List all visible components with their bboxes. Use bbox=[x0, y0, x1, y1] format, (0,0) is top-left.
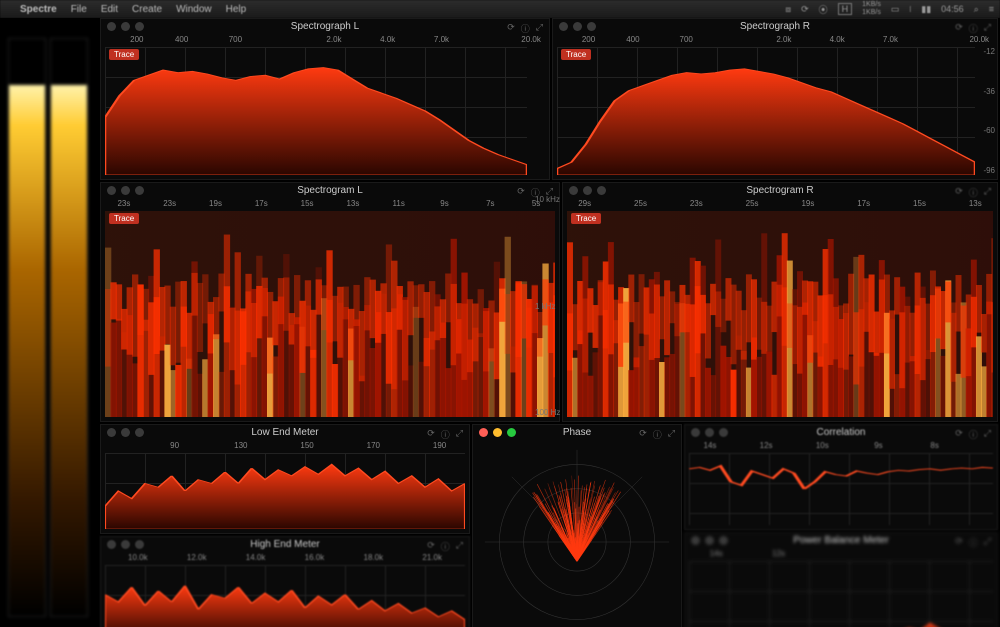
window-controls[interactable]: ⟳ ⓘ ⤢ bbox=[507, 22, 543, 35]
menu-create[interactable]: Create bbox=[132, 4, 162, 15]
axis-x: 90130150170190 bbox=[101, 441, 469, 453]
window-traffic-lights[interactable] bbox=[691, 536, 728, 545]
app-name[interactable]: Spectre bbox=[20, 4, 57, 15]
spectrogram-waterfall bbox=[567, 211, 993, 417]
spectrum-trace bbox=[105, 453, 465, 529]
plot-area[interactable] bbox=[557, 47, 975, 175]
menu-window[interactable]: Window bbox=[176, 4, 212, 15]
window-traffic-lights[interactable] bbox=[479, 428, 516, 437]
clock: 04:56 bbox=[941, 4, 964, 14]
panel-power-balance: Power Balance Meter ⟳ⓘ⤢ 14s12s bbox=[684, 532, 998, 627]
spectrogram-canvas[interactable] bbox=[105, 211, 555, 417]
window-traffic-lights[interactable] bbox=[569, 186, 606, 195]
window-controls[interactable]: ⟳ⓘ⤢ bbox=[427, 428, 463, 441]
panel-high-end-meter: High End Meter ⟳ⓘ⤢ 10.0k12.0k14.0k16.0k1… bbox=[100, 536, 470, 627]
axis-y: -12-36-60-96 bbox=[977, 47, 995, 175]
trace-badge[interactable]: Trace bbox=[109, 213, 139, 224]
window-controls[interactable]: ⟳ⓘ⤢ bbox=[955, 22, 991, 35]
spectrogram-canvas[interactable] bbox=[567, 211, 993, 417]
axis-x: 14s12s10s9s8s bbox=[685, 441, 997, 453]
window-controls[interactable]: ⟳ⓘ⤢ bbox=[955, 186, 991, 199]
wifi-icon[interactable]: ⧙ bbox=[909, 4, 911, 15]
panel-title: Spectrogram L bbox=[297, 185, 363, 196]
phase-scope bbox=[477, 445, 677, 627]
info-icon[interactable]: ⓘ bbox=[521, 22, 530, 35]
status-letter[interactable]: H bbox=[838, 3, 853, 15]
sync-icon[interactable]: ⟳ bbox=[801, 4, 809, 15]
panel-title: Spectrogram R bbox=[746, 185, 813, 196]
window-controls[interactable]: ⟳ⓘ⤢ bbox=[955, 428, 991, 441]
panel-title: Power Balance Meter bbox=[793, 535, 889, 546]
meter-right bbox=[50, 38, 88, 617]
panel-title: Correlation bbox=[817, 427, 866, 438]
window-controls[interactable]: ⟳ⓘ⤢ bbox=[639, 428, 675, 441]
expand-icon[interactable]: ⤢ bbox=[536, 22, 543, 35]
axis-x: 14s12s bbox=[685, 549, 997, 561]
window-traffic-lights[interactable] bbox=[107, 186, 144, 195]
camera-icon[interactable]: ⦿ bbox=[819, 3, 828, 16]
meter-left bbox=[8, 38, 46, 617]
airplay-icon[interactable]: ▭ bbox=[891, 4, 900, 15]
level-meters bbox=[8, 38, 88, 617]
refresh-icon[interactable]: ⟳ bbox=[507, 22, 515, 35]
notifications-icon[interactable]: ≡ bbox=[989, 4, 994, 14]
window-controls[interactable]: ⟳ⓘ⤢ bbox=[427, 540, 463, 553]
plot-area[interactable] bbox=[105, 565, 465, 627]
panel-title: Spectrograph L bbox=[291, 21, 359, 32]
panel-spectrograph-r: Spectrograph R ⟳ⓘ⤢ 2004007002.0k4.0k7.0k… bbox=[552, 18, 998, 180]
panel-correlation: Correlation ⟳ⓘ⤢ 14s12s10s9s8s bbox=[684, 424, 998, 530]
axis-x: 29s25s23s25s19s17s15s13s bbox=[563, 199, 997, 211]
axis-x: 2004007002.0k4.0k7.0k20.0k bbox=[553, 35, 997, 47]
axis-y: 10 kHz1 kHz100 Hz bbox=[535, 195, 563, 417]
window-traffic-lights[interactable] bbox=[559, 22, 596, 31]
axis-x: 23s23s19s17s15s13s11s9s7s5s bbox=[101, 199, 559, 211]
trace-badge[interactable]: Trace bbox=[561, 49, 591, 60]
spectrum-trace bbox=[105, 565, 465, 627]
battery-icon[interactable]: ▮▮ bbox=[921, 4, 931, 15]
window-controls[interactable]: ⟳ⓘ⤢ bbox=[955, 536, 991, 549]
spectrum-trace bbox=[557, 47, 975, 175]
menu-help[interactable]: Help bbox=[226, 4, 247, 15]
menu-file[interactable]: File bbox=[71, 4, 87, 15]
phase-plot[interactable] bbox=[477, 445, 677, 627]
window-traffic-lights[interactable] bbox=[107, 540, 144, 549]
dropbox-icon[interactable]: ⧈ bbox=[785, 4, 791, 15]
axis-x: 10.0k12.0k14.0k16.0k18.0k21.0k bbox=[101, 553, 469, 565]
window-traffic-lights[interactable] bbox=[107, 22, 144, 31]
panel-low-end-meter: Low End Meter ⟳ⓘ⤢ 90130150170190 bbox=[100, 424, 470, 534]
spotlight-icon[interactable]: ⌕ bbox=[974, 4, 979, 15]
plot-area[interactable] bbox=[689, 453, 993, 525]
panel-title: Phase bbox=[563, 427, 591, 438]
network-status: 1KB/s 1KB/s bbox=[862, 1, 881, 17]
plot-area[interactable] bbox=[105, 47, 527, 175]
panel-title: Low End Meter bbox=[251, 427, 318, 438]
correlation-trace bbox=[689, 453, 993, 525]
window-traffic-lights[interactable] bbox=[691, 428, 728, 437]
axis-x: 2004007002.0k4.0k7.0k20.0k bbox=[101, 35, 549, 47]
trace-badge[interactable]: Trace bbox=[109, 49, 139, 60]
plot-area[interactable] bbox=[105, 453, 465, 529]
menubar: Spectre File Edit Create Window Help ⧈ ⟳… bbox=[0, 0, 1000, 18]
panel-title: High End Meter bbox=[250, 539, 319, 550]
panel-spectrograph-l: Spectrograph L ⟳ ⓘ ⤢ 2004007002.0k4.0k7.0k… bbox=[100, 18, 550, 180]
panel-spectrogram-l: Spectrogram L ⟳ⓘ⤢ 23s23s19s17s15s13s11s9… bbox=[100, 182, 560, 422]
trace-badge[interactable]: Trace bbox=[571, 213, 601, 224]
spectrum-trace bbox=[105, 47, 527, 175]
panel-spectrogram-r: Spectrogram R ⟳ⓘ⤢ 29s25s23s25s19s17s15s1… bbox=[562, 182, 998, 422]
plot-area[interactable] bbox=[689, 561, 993, 627]
power-balance-trace bbox=[689, 561, 993, 627]
panel-phase: Phase ⟳ⓘ⤢ bbox=[472, 424, 682, 627]
window-traffic-lights[interactable] bbox=[107, 428, 144, 437]
spectrogram-waterfall bbox=[105, 211, 555, 417]
workspace: Spectrograph L ⟳ ⓘ ⤢ 2004007002.0k4.0k7.0k… bbox=[0, 18, 1000, 627]
menu-edit[interactable]: Edit bbox=[101, 4, 118, 15]
panel-title: Spectrograph R bbox=[740, 21, 810, 32]
